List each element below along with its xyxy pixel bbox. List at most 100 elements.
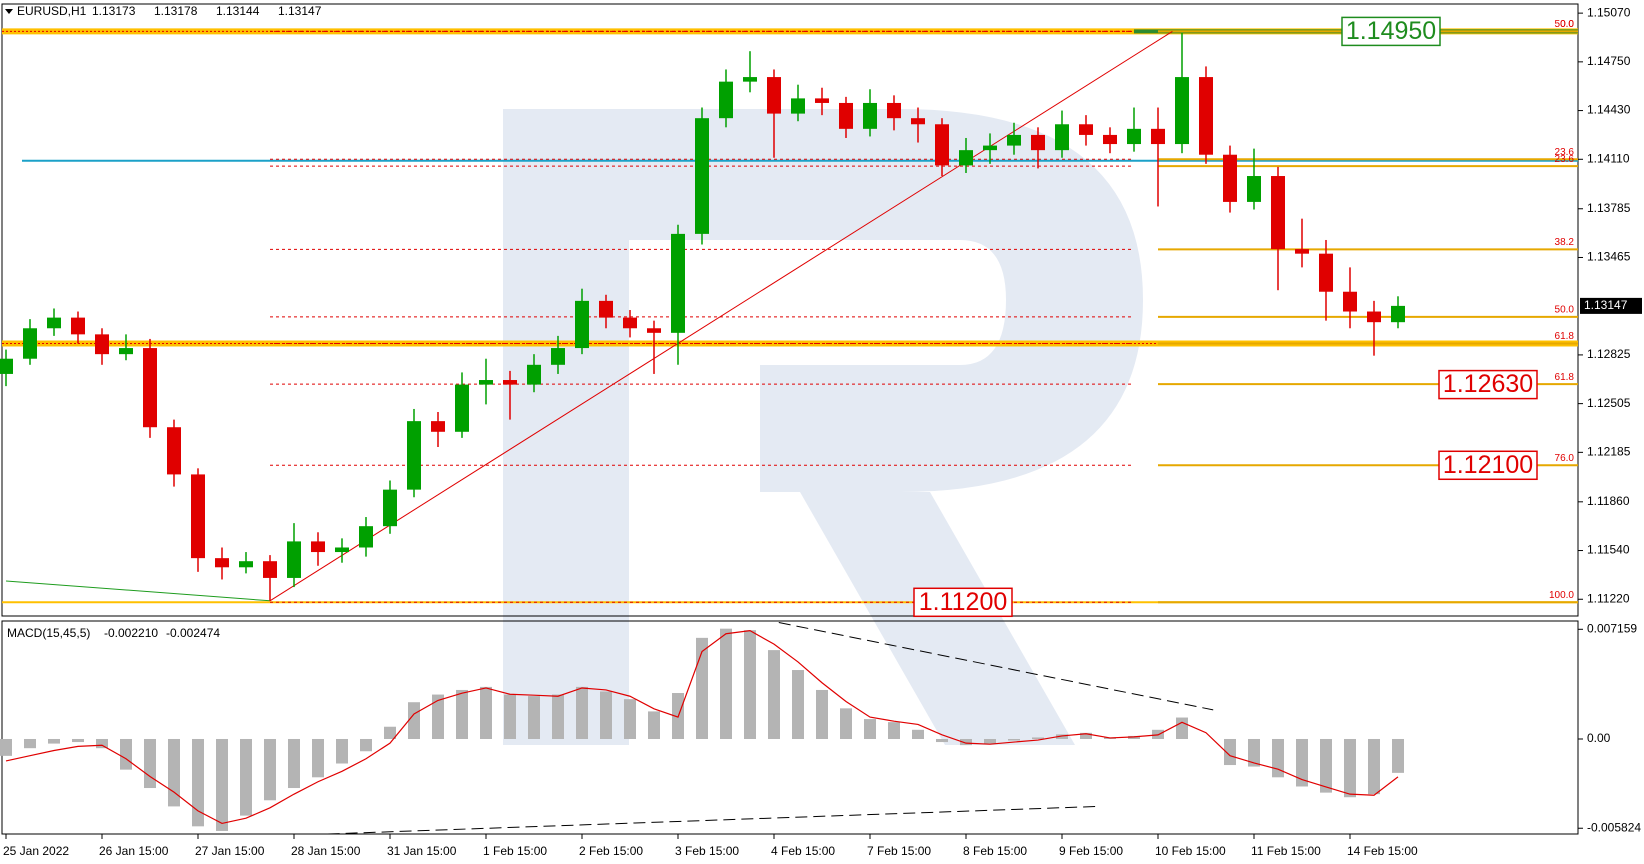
candle-body [335,547,349,553]
macd-panel-frame [1,620,1579,835]
current-price-box [1580,297,1642,314]
price-panel-frame [1,3,1579,617]
candle-body [1055,124,1069,151]
price-box [1341,16,1441,47]
symbol-title: EURUSD,H1 [17,4,87,18]
candle-body [1367,311,1381,323]
y-tick-label: 0.00 [1587,731,1611,745]
candle-body [503,380,517,385]
macd-bar [552,694,564,739]
macd-title: MACD(15,45,5) [7,626,90,640]
macd-bar [1176,717,1188,739]
candle-body [239,561,253,568]
macd-bar [960,738,972,746]
macd-bar [1056,734,1068,739]
quote-value: 1.13144 [216,4,260,18]
candle-body [1247,176,1261,202]
macd-value: -0.002210 [104,626,158,640]
y-tick-label: 0.007159 [1587,621,1637,635]
candle-body [791,98,805,114]
x-tick-label: 28 Jan 15:00 [291,844,361,858]
candle-body [47,317,61,329]
candle-body [1391,305,1405,323]
menu-arrow[interactable] [5,9,13,14]
macd-bar [24,738,36,749]
watermark [503,109,1143,745]
macd-bar [504,694,516,739]
candle-body [95,334,109,355]
y-tick-label: 1.14430 [1587,103,1631,117]
macd-bar [1008,738,1020,741]
fib-label: 38.2 [1555,237,1575,248]
candle-body [1271,176,1285,250]
y-tick-label: 1.14110 [1587,151,1630,165]
candle-body [479,380,493,385]
candle-body [743,77,757,82]
macd-bar [816,689,828,739]
macd-bar [264,738,276,801]
x-tick-label: 3 Feb 15:00 [675,844,739,858]
price-box [1438,450,1538,481]
x-tick-label: 7 Feb 15:00 [867,844,931,858]
candle-body [719,81,733,119]
divergence-line [778,622,1214,711]
y-tick-label: 1.11540 [1587,543,1630,557]
current-price-label: 1.13147 [1584,298,1628,312]
y-tick-label: 1.11220 [1587,591,1630,605]
macd-bar [1344,738,1356,798]
x-tick-label: 26 Jan 15:00 [99,844,169,858]
candle-body [359,526,373,548]
y-tick-label: -0.005824 [1587,820,1641,834]
candle-body [551,348,565,365]
fib-label: 76.0 [1555,453,1575,464]
candle-body [431,421,445,432]
candle-body [287,541,301,578]
candle-body [575,300,589,349]
candle-body [1199,77,1213,155]
macd-bar [840,708,852,739]
macd-bar [480,686,492,739]
x-tick-label: 11 Feb 15:00 [1251,844,1321,858]
candle-body [191,474,205,559]
macd-bar [288,738,300,789]
y-tick-label: 1.13465 [1587,250,1631,264]
candle-body [959,150,973,166]
quote-value: 1.13173 [92,4,136,18]
macd-bar [432,694,444,739]
candle-body [527,364,541,385]
candle-body [623,317,637,329]
signal-line [5,630,1399,825]
candle-body [887,102,901,119]
price-box-label: 1.12100 [1443,451,1533,479]
fib-label: 61.8 [1555,331,1575,342]
candle-body [767,77,781,114]
x-tick-label: 31 Jan 15:00 [387,844,457,858]
candle-body [1127,128,1141,145]
x-tick-label: 27 Jan 15:00 [195,844,265,858]
fib-label: 50.0 [1555,19,1575,30]
macd-bar [744,630,756,739]
macd-bar [144,738,156,789]
y-tick-label: 1.11860 [1587,494,1630,508]
candle-body [0,358,13,374]
macd-bar [864,719,876,739]
candle-body [935,124,949,166]
macd-bar [1272,738,1284,778]
macd-bar [528,696,540,739]
quote-value: 1.13147 [278,4,322,18]
macd-bar [600,691,612,739]
macd-bar [0,738,12,756]
y-tick-label: 1.13785 [1587,201,1631,215]
y-tick-label: 1.12185 [1587,445,1631,459]
macd-bar [336,738,348,764]
price-box-label: 1.11200 [919,588,1008,616]
fib-label: 100.0 [1549,590,1574,601]
macd-bar [624,699,636,739]
macd-bar [792,670,804,739]
y-tick-label: 1.12505 [1587,396,1631,410]
y-tick-label: 1.15070 [1587,5,1631,19]
candle-body [167,427,181,475]
candle-body [1295,249,1309,254]
candle-body [599,300,613,318]
